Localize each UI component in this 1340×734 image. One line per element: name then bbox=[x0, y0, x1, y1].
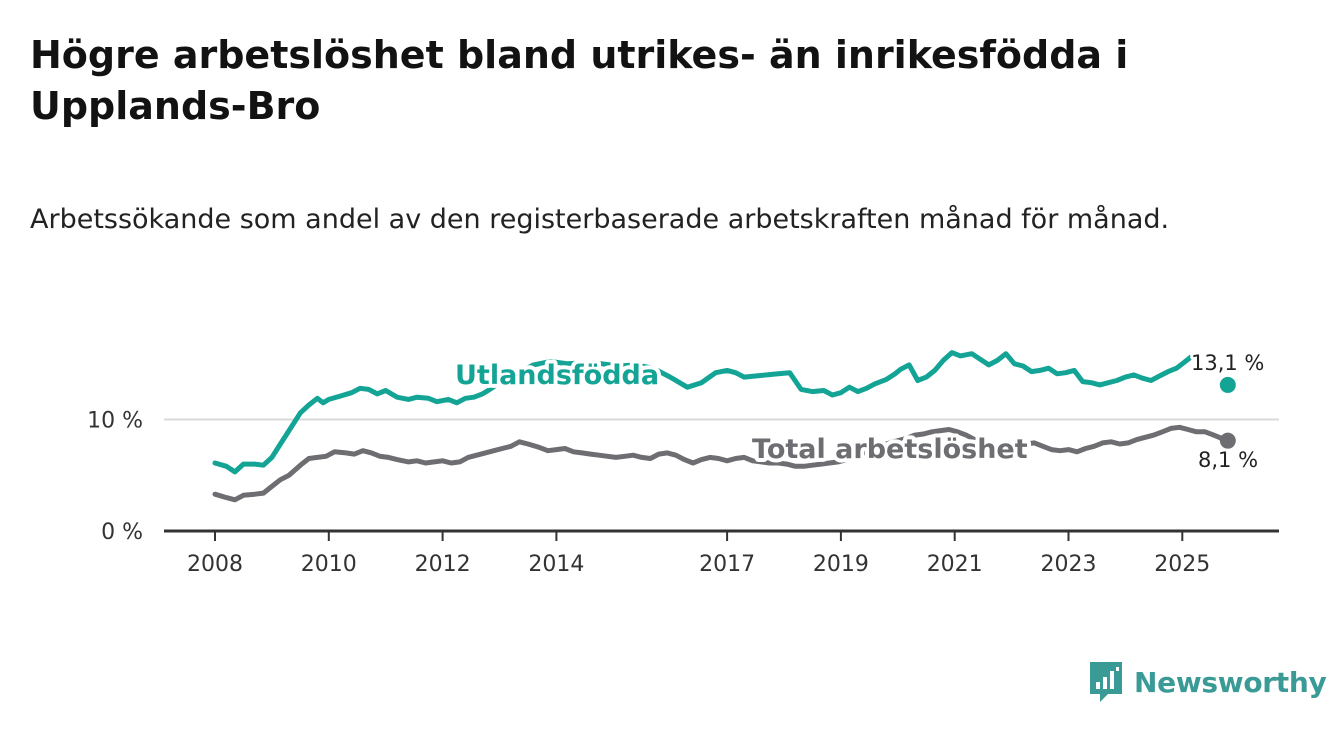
utlandsfodda-line bbox=[212, 350, 1194, 475]
total-end-marker bbox=[1219, 432, 1236, 449]
utlandsfodda-value-label: 13,1 % bbox=[1191, 351, 1264, 375]
x-tick-label: 2025 bbox=[1154, 552, 1210, 577]
x-tick-label: 2019 bbox=[813, 552, 869, 577]
y-tick-label: 10 % bbox=[87, 409, 143, 434]
x-tick-label: 2008 bbox=[187, 552, 243, 577]
chart-title: Högre arbetslöshet bland utrikes- än inr… bbox=[30, 33, 1129, 128]
x-tick-label: 2014 bbox=[528, 552, 584, 577]
annotations: Utlandsfödda Total arbetslöshet 13,1 % 8,1 … bbox=[451, 348, 1267, 475]
y-tick-label: 0 % bbox=[101, 520, 143, 545]
chart-subtitle: Arbetssökande som andel av den registerb… bbox=[30, 204, 1170, 235]
brand-name: Newsworthy bbox=[1134, 665, 1327, 699]
total-arbetsloshet-line bbox=[212, 424, 1225, 503]
total-value-label: 8,1 % bbox=[1198, 448, 1258, 472]
newsworthy-logo-icon bbox=[1090, 662, 1122, 702]
newsworthy-brand: Newsworthy bbox=[1088, 660, 1327, 704]
x-tick-label: 2023 bbox=[1041, 552, 1097, 577]
x-tick-label: 2021 bbox=[927, 552, 983, 577]
x-tick-label: 2012 bbox=[415, 552, 471, 577]
x-tick-label: 2010 bbox=[301, 552, 357, 577]
series-lines bbox=[212, 350, 1236, 503]
utlandsfodda-end-marker bbox=[1219, 376, 1236, 393]
axes: 0 % 10 % 2008 2010 2012 2014 2017 2019 2021 2023 2… bbox=[87, 409, 1279, 577]
utlandsfodda-series-label: Utlandsfödda bbox=[455, 360, 659, 391]
total-series-label: Total arbetslöshet bbox=[752, 434, 1028, 465]
x-tick-label: 2017 bbox=[699, 552, 755, 577]
